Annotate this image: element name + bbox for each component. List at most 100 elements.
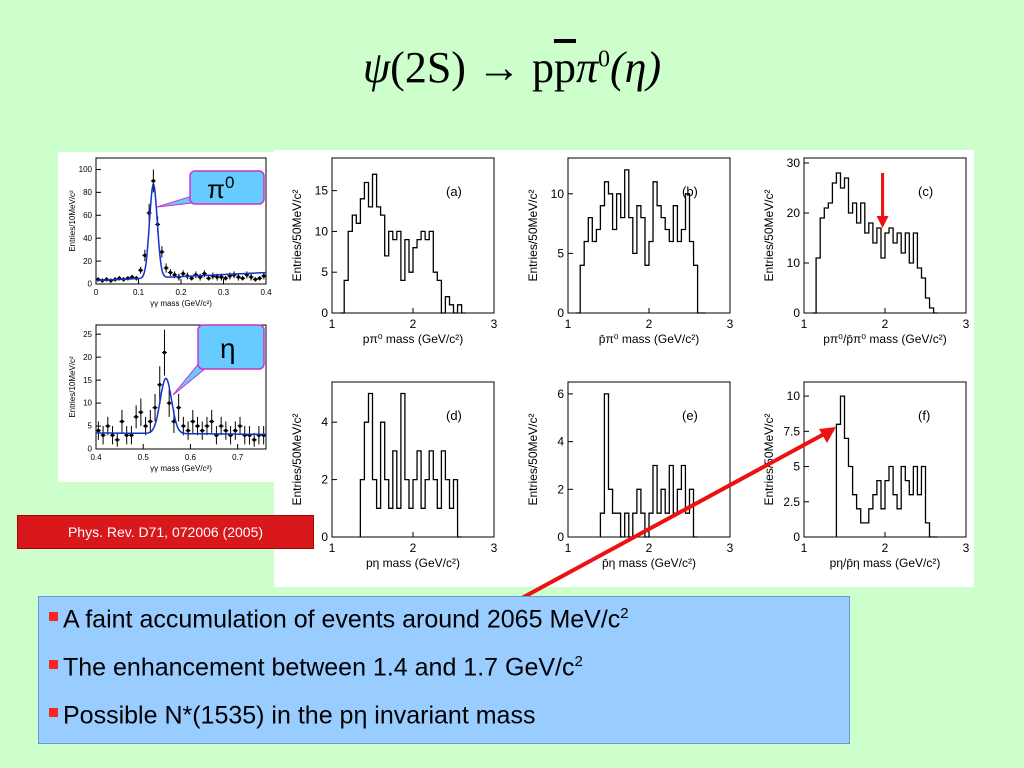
x-axis-label-pi0: γγ mass (GeV/c²) bbox=[150, 299, 212, 308]
data-point bbox=[240, 276, 245, 280]
y-tick-label-e: 6 bbox=[557, 387, 564, 401]
data-point bbox=[262, 274, 266, 278]
data-point bbox=[134, 415, 138, 419]
y-tick-label-pi0: 80 bbox=[83, 188, 92, 197]
panel-tag-b: (b) bbox=[682, 184, 698, 199]
data-point bbox=[101, 433, 105, 437]
data-point bbox=[162, 350, 167, 355]
plot-frame-eta bbox=[95, 324, 267, 450]
title-pbar: p bbox=[553, 43, 576, 92]
data-point bbox=[228, 274, 232, 278]
data-point bbox=[158, 383, 162, 387]
y-axis-label-c: Entries/50MeV/c² bbox=[762, 189, 776, 281]
title-arrow: → bbox=[476, 43, 521, 92]
x-tick-label-d: 1 bbox=[329, 541, 336, 555]
panel-tag-f: (f) bbox=[918, 408, 930, 423]
data-point bbox=[257, 276, 262, 280]
title-psi: ψ bbox=[362, 43, 391, 92]
x-axis-label-e: p̄η mass (GeV/c²) bbox=[602, 556, 696, 570]
plot-frame-a bbox=[331, 157, 495, 314]
data-point bbox=[110, 433, 115, 437]
y-axis-label-eta: Entries/10MeV/c² bbox=[68, 356, 77, 418]
data-point bbox=[151, 179, 156, 183]
y-tick-label-b: 10 bbox=[551, 187, 565, 201]
histogram-line-f bbox=[835, 395, 938, 538]
x-axis-label-a: pπ⁰ mass (GeV/c²) bbox=[363, 332, 463, 346]
x-axis-label-b: p̄π⁰ mass (GeV/c²) bbox=[599, 332, 699, 346]
x-tick-label-eta: 0.4 bbox=[90, 453, 102, 462]
y-tick-label-pi0: 0 bbox=[88, 280, 93, 289]
x-tick-label-b: 3 bbox=[727, 317, 734, 331]
y-tick-label-d: 0 bbox=[321, 530, 328, 544]
marker-arrow-head bbox=[876, 216, 889, 228]
y-axis-label-e: Entries/50MeV/c² bbox=[526, 413, 540, 505]
panel-tag-e: (e) bbox=[682, 408, 698, 423]
x-tick-label-pi0: 0 bbox=[94, 288, 99, 297]
y-tick-label-a: 0 bbox=[321, 306, 328, 320]
data-point bbox=[167, 401, 171, 405]
data-point bbox=[160, 250, 164, 254]
bullet-item: A faint accumulation of events around 20… bbox=[49, 605, 629, 634]
x-tick-label-c: 2 bbox=[882, 317, 889, 331]
slide-title: ψ(2S) → ppπ0(η) bbox=[0, 42, 1024, 93]
data-point bbox=[153, 405, 157, 410]
reference-label: Phys. Rev. D71, 072006 (2005) bbox=[17, 515, 314, 549]
x-tick-label-f: 2 bbox=[882, 541, 889, 555]
y-tick-label-f: 10 bbox=[787, 389, 801, 403]
data-point bbox=[253, 277, 258, 282]
data-point bbox=[195, 424, 200, 428]
x-tick-label-e: 2 bbox=[646, 541, 653, 555]
data-point bbox=[181, 424, 186, 428]
data-point bbox=[106, 424, 110, 428]
data-point bbox=[143, 424, 148, 428]
title-p: p bbox=[531, 43, 554, 92]
y-tick-label-a: 15 bbox=[315, 184, 329, 198]
title-lhs: (2S) bbox=[390, 43, 466, 92]
data-point bbox=[223, 276, 228, 280]
x-tick-label-pi0: 0.1 bbox=[133, 288, 145, 297]
histogram-line-b bbox=[576, 169, 706, 314]
data-point bbox=[249, 275, 253, 279]
y-tick-label-b: 0 bbox=[557, 306, 564, 320]
y-tick-label-eta: 25 bbox=[83, 330, 92, 339]
y-tick-label-f: 5 bbox=[793, 460, 800, 474]
x-axis-label-c: pπ⁰/p̄π⁰ mass (GeV/c²) bbox=[823, 332, 947, 346]
y-tick-label-f: 7.5 bbox=[783, 424, 800, 438]
data-point bbox=[120, 419, 124, 424]
data-point bbox=[219, 424, 223, 428]
data-point bbox=[181, 271, 185, 276]
data-point bbox=[138, 268, 143, 272]
y-tick-label-eta: 5 bbox=[88, 422, 93, 431]
data-point bbox=[224, 428, 228, 433]
y-tick-label-eta: 10 bbox=[83, 399, 92, 408]
y-tick-label-pi0: 60 bbox=[83, 211, 92, 220]
data-point bbox=[219, 275, 224, 279]
data-point bbox=[191, 419, 195, 424]
y-tick-label-pi0: 40 bbox=[83, 234, 92, 243]
x-tick-label-eta: 0.6 bbox=[185, 453, 197, 462]
data-point bbox=[96, 428, 101, 433]
x-tick-label-c: 1 bbox=[801, 317, 808, 331]
data-point bbox=[115, 438, 119, 442]
bullet-square-icon bbox=[49, 660, 58, 670]
fit-curve-pi0 bbox=[95, 183, 267, 282]
data-point bbox=[252, 438, 256, 442]
data-point bbox=[200, 428, 204, 433]
y-tick-label-f: 0 bbox=[793, 530, 800, 544]
y-tick-label-e: 2 bbox=[557, 482, 564, 496]
x-tick-label-pi0: 0.2 bbox=[175, 288, 187, 297]
data-point bbox=[130, 275, 134, 279]
x-tick-label-eta: 0.7 bbox=[232, 453, 244, 462]
y-tick-label-e: 4 bbox=[557, 435, 564, 449]
y-tick-label-c: 20 bbox=[787, 206, 801, 220]
y-tick-label-eta: 20 bbox=[83, 353, 92, 362]
x-axis-label-f: pη/p̄η mass (GeV/c²) bbox=[830, 556, 941, 570]
plot-frame-f bbox=[803, 381, 967, 538]
y-axis-label-pi0: Entries/10MeV/c² bbox=[68, 190, 77, 252]
y-tick-label-f: 2.5 bbox=[783, 495, 800, 509]
x-tick-label-c: 3 bbox=[963, 317, 970, 331]
data-point bbox=[164, 266, 168, 270]
y-axis-label-a: Entries/50MeV/c² bbox=[290, 189, 304, 281]
y-tick-label-pi0: 100 bbox=[79, 165, 93, 174]
